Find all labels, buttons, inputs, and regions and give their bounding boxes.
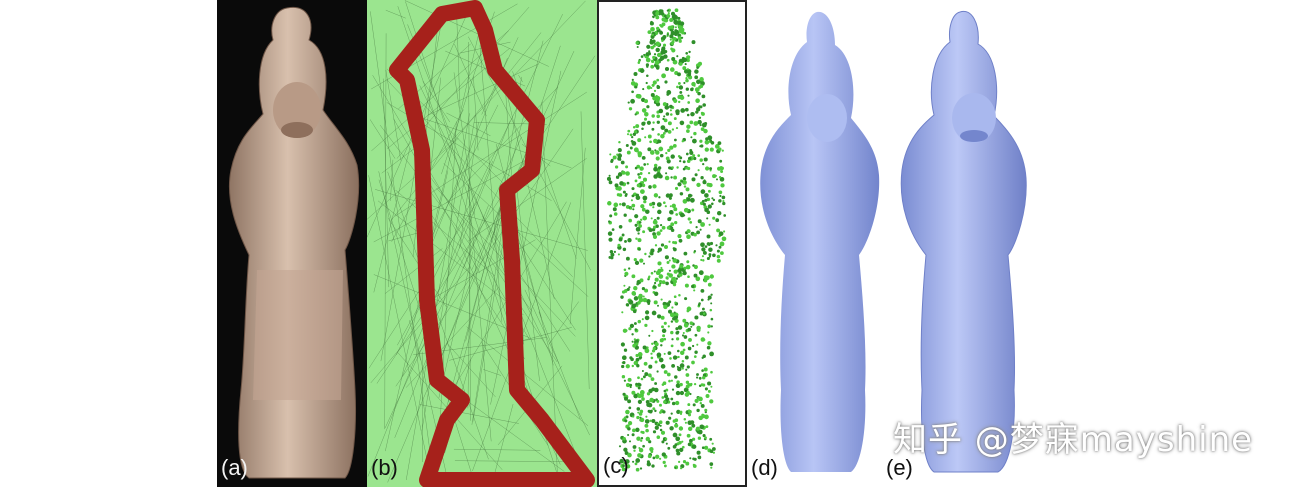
panel-a-label: (a) (221, 455, 248, 480)
panel-d-reconstruction: (d) (747, 0, 892, 487)
smooth-reconstruction (760, 11, 880, 472)
statue-photo (228, 6, 360, 479)
panel-b-label: (b) (371, 455, 398, 480)
panel-c-label: (c) (603, 453, 629, 478)
point-cloud (606, 8, 727, 472)
panel-e-reconstruction: (e) (882, 0, 1042, 487)
panel-d-label: (d) (751, 455, 778, 480)
mesh-slice (367, 0, 596, 487)
panel-b-mesh: (b) (367, 0, 597, 487)
panel-e-label: (e) (886, 455, 913, 480)
watermark-text: 知乎 @梦寐mayshine (893, 420, 1254, 460)
panel-c-pointcloud: (c) (597, 0, 747, 487)
detailed-reconstruction (900, 10, 1027, 473)
panel-a-photo: (a) (217, 0, 367, 487)
